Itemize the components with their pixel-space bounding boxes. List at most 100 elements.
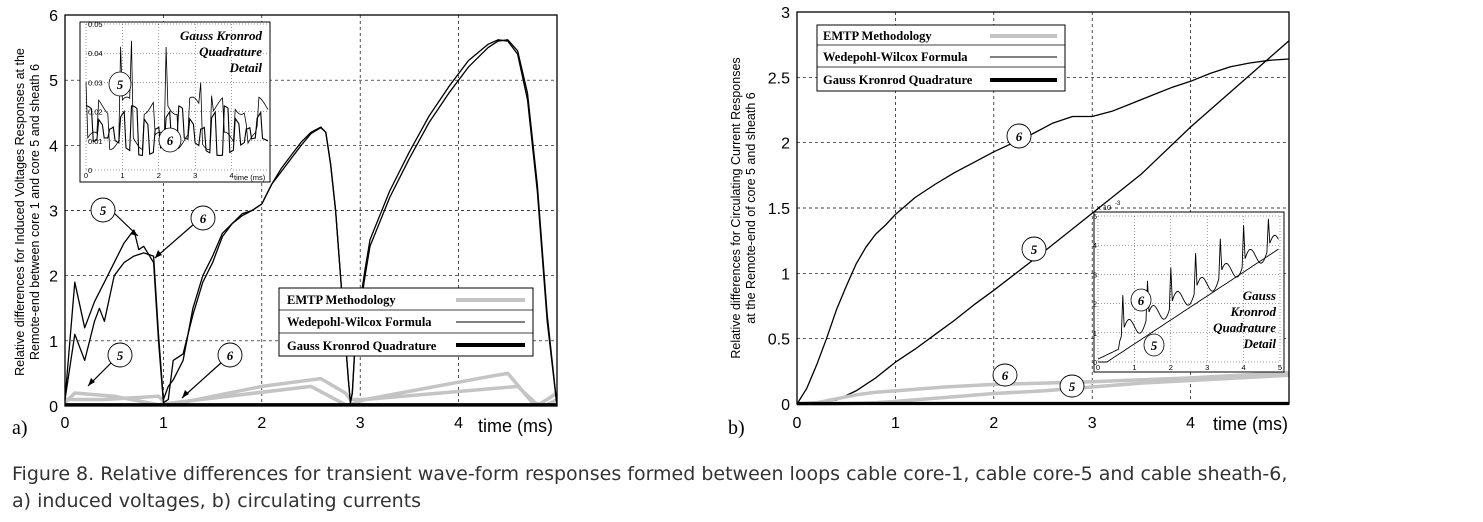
chart-b-y-tick-label: 1.5 — [768, 201, 790, 218]
chart-a-inset-x-tick-label: 4 — [230, 171, 234, 180]
chart-a-x-tick-label: 4 — [454, 415, 463, 432]
chart-a-y-tick-label: 6 — [49, 8, 58, 25]
chart-a-inset-title-line2: Quadrature — [199, 44, 262, 59]
chart-a-inset-x-tick-label: 2 — [157, 171, 161, 180]
chart-a-inset-series-5 — [85, 40, 269, 151]
chart-b-inset-y-tick-label: 0 — [1093, 358, 1097, 367]
chart-a-inset-y-tick-label: 0.02 — [88, 108, 103, 117]
chart-b-inset-title-line4: Detail — [1243, 336, 1277, 351]
chart-a-y-tick-label: 1 — [49, 334, 58, 351]
chart-a-arrowhead-5-upper — [130, 230, 138, 236]
chart-a-inset-curve-label-6: 6 — [167, 133, 174, 148]
chart-b-inset-curve-label-6-bubble — [1130, 288, 1152, 312]
chart-a-arrow-6-lower — [181, 361, 223, 399]
chart-b-inset-y-tick-label: 5 — [1093, 212, 1097, 221]
chart-a-inset-y-tick-label: 0 — [88, 166, 92, 175]
chart-b-y-tick-label: 0 — [781, 397, 790, 414]
chart-a-legend-entry-gauss: Gauss Kronrod Quadrature — [287, 339, 437, 353]
chart-b-y-axis-label-line1: Relative differences for Circulating Cur… — [729, 57, 743, 358]
chart-b-x-tick-label: 4 — [1186, 415, 1195, 432]
chart-b-y-tick-label: 0.5 — [768, 332, 790, 349]
chart-b-curve-label-5-lower-bubble — [1059, 374, 1085, 398]
chart-a-axes-frame — [64, 14, 558, 407]
chart-a-x-tick-label: 3 — [356, 415, 365, 432]
chart-a-curve-label-6-lower: 6 — [227, 348, 234, 363]
chart-b-x-tick-label: 2 — [989, 415, 998, 432]
chart-b-x-tick-label: 1 — [891, 415, 900, 432]
chart-b-legend-entry-gauss: Gauss Kronrod Quadrature — [823, 73, 973, 87]
chart-b-axes-frame — [796, 11, 1290, 405]
chart-b-inset-x-tick-label: 0 — [1096, 363, 1100, 372]
chart-b-inset-x-tick-label: 3 — [1205, 363, 1209, 372]
chart-a-arrowhead-6-lower — [182, 390, 189, 398]
chart-b-curve-label-5-upper-bubble — [1021, 236, 1047, 262]
chart-a-curve-label-5-upper: 5 — [100, 203, 107, 218]
chart-a-curve-label-5-lower-bubble — [107, 342, 133, 368]
chart-b-curve-labels: 6 5 6 5 — [992, 123, 1085, 398]
chart-b-series-emtp-6 — [796, 370, 1290, 406]
chart-a-x-tick-label: 0 — [61, 415, 70, 432]
chart-b-y-tick-label: 1 — [781, 266, 790, 283]
chart-b-x-tick-label: 0 — [793, 415, 802, 432]
chart-b-series-wedepohl-6 — [796, 58, 1290, 405]
chart-a-y-tick-label: 2 — [49, 269, 58, 286]
chart-b-inset: 0 1 2 3 4 5 0 1 2 3 4 5 x 10 -3 Gauss Kronrod Quadr… — [1093, 201, 1285, 373]
chart-b-inset-plot: 0 1 2 3 4 5 0 1 2 3 4 5 — [1093, 212, 1282, 372]
chart-b-inset-y-tick-label: 1 — [1093, 329, 1097, 338]
figure-caption-line2: a) induced voltages, b) circulating curr… — [12, 490, 422, 512]
chart-b-inset-curve-label-5-bubble — [1143, 333, 1165, 357]
chart-b-inset-x-tick-label: 2 — [1169, 363, 1173, 372]
chart-b-x-axis-label: time (ms) — [1213, 414, 1288, 434]
chart-a-y-tick-label: 4 — [49, 138, 58, 155]
chart-b-legend: EMTP Methodology Wedepohl-Wilcox Formula… — [816, 24, 1066, 92]
chart-b-inset-curve-label-6: 6 — [1138, 293, 1145, 308]
chart-a-curve-label-5-upper-bubble — [90, 197, 116, 223]
chart-a-inset-curve-label-5-bubble — [108, 71, 132, 97]
chart-a-inset-title-line3: Detail — [229, 60, 263, 75]
chart-b-y-axis-label-line2: at the Remote-end of core 5 and sheath 6 — [744, 92, 758, 323]
chart-b-inset-x-tick-label: 5 — [1278, 363, 1282, 372]
chart-a-series-wedepohl-5 — [64, 39, 558, 407]
chart-a-y-axis-label-line1: Relative differences for Induced Voltage… — [13, 48, 27, 376]
chart-b-curve-label-6-lower: 6 — [1002, 368, 1009, 383]
chart-b-inset-y-tick-label: 2 — [1093, 300, 1097, 309]
chart-b-tick-labels: 0 1 2 3 4 0 0.5 1 1.5 2 2.5 3 — [768, 5, 1195, 432]
chart-b-x-tick-label: 3 — [1088, 415, 1097, 432]
chart-a-tick-labels: 0 1 2 3 4 0 1 2 3 4 5 6 — [49, 8, 463, 432]
chart-b-inset-exponent: x 10 — [1097, 203, 1111, 212]
chart-a-arrow-6-upper — [154, 223, 195, 259]
chart-b-inset-x-tick-label: 4 — [1242, 363, 1246, 372]
chart-b-series-emtp-5 — [797, 373, 1290, 406]
figure-caption: Figure 8. Relative differences for trans… — [12, 461, 1482, 515]
chart-b-inset-title-line2: Kronrod — [1229, 304, 1276, 319]
panel-b-label: b) — [728, 417, 745, 439]
chart-b: b) 0 1 2 3 4 0 0.5 1 1.5 2 2.5 3 time (ms) Relative… — [728, 5, 1290, 439]
chart-a-inset-y-tick-label: 0.01 — [88, 137, 103, 146]
chart-a-curve-label-6-upper: 6 — [200, 211, 207, 226]
panel-a-label: a) — [12, 417, 28, 439]
chart-b-y-tick-label: 2 — [781, 136, 790, 153]
chart-a-y-tick-label: 0 — [49, 399, 58, 416]
chart-b-curve-label-5-lower: 5 — [1069, 379, 1076, 394]
chart-a-curve-label-6-lower-bubble — [217, 342, 243, 368]
chart-a-x-tick-label: 1 — [159, 415, 168, 432]
chart-a-legend: EMTP Methodology Wedepohl-Wilcox Formula… — [278, 287, 534, 357]
chart-a-series-emtp-6 — [63, 384, 558, 407]
chart-b-curve-label-6-lower-bubble — [992, 363, 1018, 387]
chart-b-curve-label-6-upper-bubble — [1006, 123, 1032, 149]
chart-a-arrowhead-5-lower — [88, 378, 95, 386]
chart-b-inset-frame — [1093, 211, 1285, 373]
chart-a-y-tick-label: 5 — [49, 73, 58, 90]
chart-b-inset-curve-label-5: 5 — [1151, 338, 1158, 353]
chart-b-legend-entry-emtp: EMTP Methodology — [823, 29, 932, 43]
chart-a-inset-x-axis-label: time (ms) — [234, 173, 266, 182]
chart-a-series-wedepohl-6 — [64, 39, 558, 407]
chart-b-y-tick-label: 2.5 — [768, 70, 790, 87]
figure-8: a) 0 1 2 3 4 0 1 2 3 4 5 6 time (ms) Relative diffe… — [12, 5, 1290, 439]
chart-a: a) 0 1 2 3 4 0 1 2 3 4 5 6 time (ms) Relative diffe… — [12, 8, 558, 439]
chart-a-inset-y-tick-label: 0.03 — [88, 78, 103, 87]
chart-a-inset-x-tick-label: 3 — [193, 171, 197, 180]
chart-a-series — [63, 39, 558, 408]
chart-b-inset-series-5 — [1098, 248, 1279, 363]
chart-a-y-axis-label-line2: Remote-end between core 1 and core 5 and… — [28, 64, 42, 360]
